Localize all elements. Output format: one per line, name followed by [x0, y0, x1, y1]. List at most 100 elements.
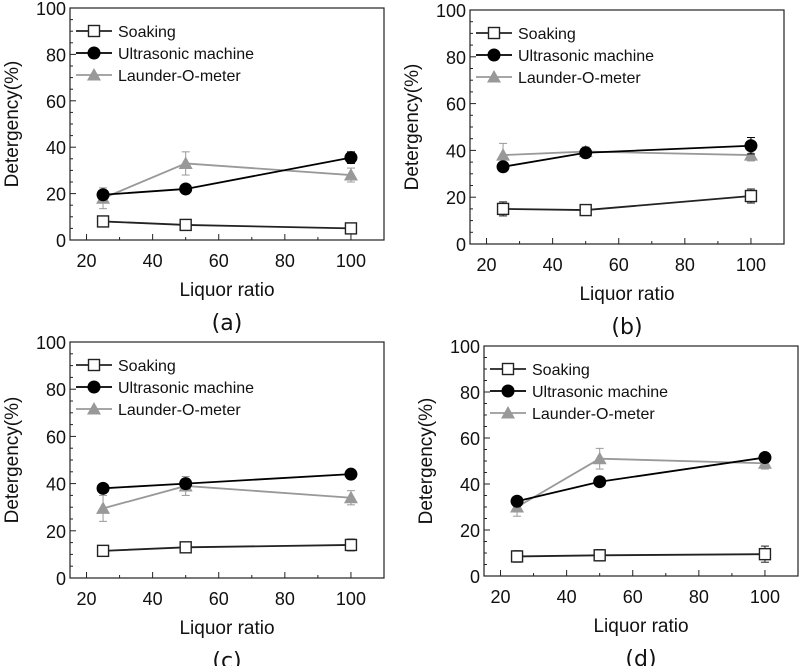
data-point	[344, 467, 358, 481]
y-tick-label: 80	[46, 45, 66, 65]
x-tick-label: 40	[143, 251, 163, 271]
legend-marker	[87, 358, 101, 372]
legend-label: Ultrasonic machine	[118, 380, 254, 397]
series-ultrasonic-machine	[510, 451, 772, 508]
legend-marker	[87, 68, 101, 81]
data-point	[758, 451, 772, 465]
panel-label: (c)	[212, 649, 241, 666]
legend-marker	[487, 70, 501, 83]
data-point	[344, 222, 358, 235]
legend-marker	[87, 46, 101, 60]
y-tick-label: 100	[36, 0, 66, 19]
x-tick-label: 20	[77, 251, 97, 271]
x-tick-label: 20	[491, 587, 511, 607]
y-axis-label: Detergency(%)	[2, 397, 23, 524]
x-axis-label: Liquor ratio	[579, 284, 674, 305]
y-tick-label: 0	[56, 569, 66, 589]
legend-label: Soaking	[532, 362, 590, 379]
x-axis-label: Liquor ratio	[179, 280, 274, 301]
chart-panel-c: 0 20 40 60 80 100 20 40 60 80 100 Liquor ratio Deter…	[2, 333, 385, 666]
series-line	[502, 144, 751, 168]
x-tick-label: 80	[275, 589, 295, 609]
data-point	[96, 544, 110, 558]
legend: Soaking Ultrasonic machine Launder-O-meter	[490, 362, 668, 423]
plot-frame	[483, 345, 799, 577]
series-line	[503, 195, 752, 211]
y-tick-label: 60	[46, 427, 66, 447]
data-point	[344, 538, 358, 552]
legend-label: Soaking	[118, 358, 176, 375]
y-tick-label: 100	[450, 337, 480, 357]
legend-marker	[87, 24, 101, 38]
data-point	[178, 156, 193, 169]
legend-label: Launder-O-meter	[118, 402, 241, 419]
series-ultrasonic-machine	[96, 151, 358, 202]
y-tick-label: 20	[46, 185, 66, 205]
data-point	[758, 547, 772, 561]
x-tick-label: 80	[689, 587, 709, 607]
legend: Soaking Ultrasonic machine Launder-O-meter	[476, 26, 654, 87]
x-tick-label: 100	[336, 589, 366, 609]
legend-marker	[487, 26, 501, 40]
x-tick-label: 40	[557, 587, 577, 607]
data-point	[96, 501, 111, 514]
legend-marker	[487, 48, 501, 62]
series-line	[503, 150, 751, 156]
x-tick-label: 20	[477, 255, 497, 275]
y-tick-label: 100	[436, 1, 466, 21]
data-point	[510, 494, 524, 508]
x-tick-label: 20	[77, 589, 97, 609]
y-tick-label: 60	[46, 92, 66, 112]
y-tick-label: 100	[36, 333, 66, 353]
data-point	[179, 541, 192, 554]
y-tick-label: 20	[446, 188, 466, 208]
y-axis-label: Detergency(%)	[402, 64, 423, 191]
legend-marker	[501, 384, 515, 398]
series-line	[103, 220, 351, 230]
data-point	[343, 490, 358, 504]
x-axis-label: Liquor ratio	[179, 618, 274, 639]
data-point	[744, 139, 758, 153]
chart-panel-d: 0 20 40 60 80 100 20 40 60 80 100 Liquor ratio Deter…	[416, 337, 799, 666]
data-point	[496, 202, 510, 216]
series-ultrasonic-machine	[96, 467, 358, 495]
data-point	[593, 475, 607, 489]
panel-label: (d)	[625, 647, 656, 666]
x-tick-label: 100	[750, 587, 780, 607]
legend-marker	[501, 406, 515, 419]
data-point	[593, 549, 606, 562]
data-point	[592, 451, 607, 465]
y-tick-label: 80	[460, 383, 480, 403]
data-point	[579, 203, 592, 217]
y-tick-label: 0	[470, 567, 480, 587]
x-tick-label: 80	[675, 255, 695, 275]
series-line	[517, 553, 765, 558]
legend-label: Ultrasonic machine	[518, 48, 654, 65]
y-tick-label: 40	[446, 141, 466, 161]
legend-label: Ultrasonic machine	[118, 46, 254, 63]
data-point	[579, 146, 593, 160]
data-point	[179, 477, 193, 491]
legend: Soaking Ultrasonic machine Launder-O-meter	[76, 24, 254, 85]
legend-label: Soaking	[118, 24, 176, 41]
x-tick-label: 40	[143, 589, 163, 609]
legend: Soaking Ultrasonic machine Launder-O-meter	[76, 358, 254, 419]
y-axis-label: Detergency(%)	[2, 61, 23, 188]
series-launder-o-meter	[96, 151, 358, 210]
data-point	[96, 188, 110, 202]
plot-frame	[69, 341, 385, 579]
legend-label: Launder-O-meter	[118, 68, 241, 85]
series-soaking	[96, 215, 358, 235]
legend-label: Launder-O-meter	[532, 406, 655, 423]
x-axis-label: Liquor ratio	[593, 616, 688, 637]
y-tick-label: 60	[446, 95, 466, 115]
series-ultrasonic-machine	[496, 137, 758, 174]
y-tick-label: 20	[460, 521, 480, 541]
plot-frame	[69, 7, 385, 241]
chart-panel-a: 0 20 40 60 80 100 20 40 60 80 100 Liquor ratio Deter…	[2, 0, 385, 336]
y-tick-label: 40	[46, 475, 66, 495]
y-tick-label: 80	[446, 48, 466, 68]
series-line	[102, 485, 352, 510]
panel-label: (b)	[611, 315, 642, 340]
